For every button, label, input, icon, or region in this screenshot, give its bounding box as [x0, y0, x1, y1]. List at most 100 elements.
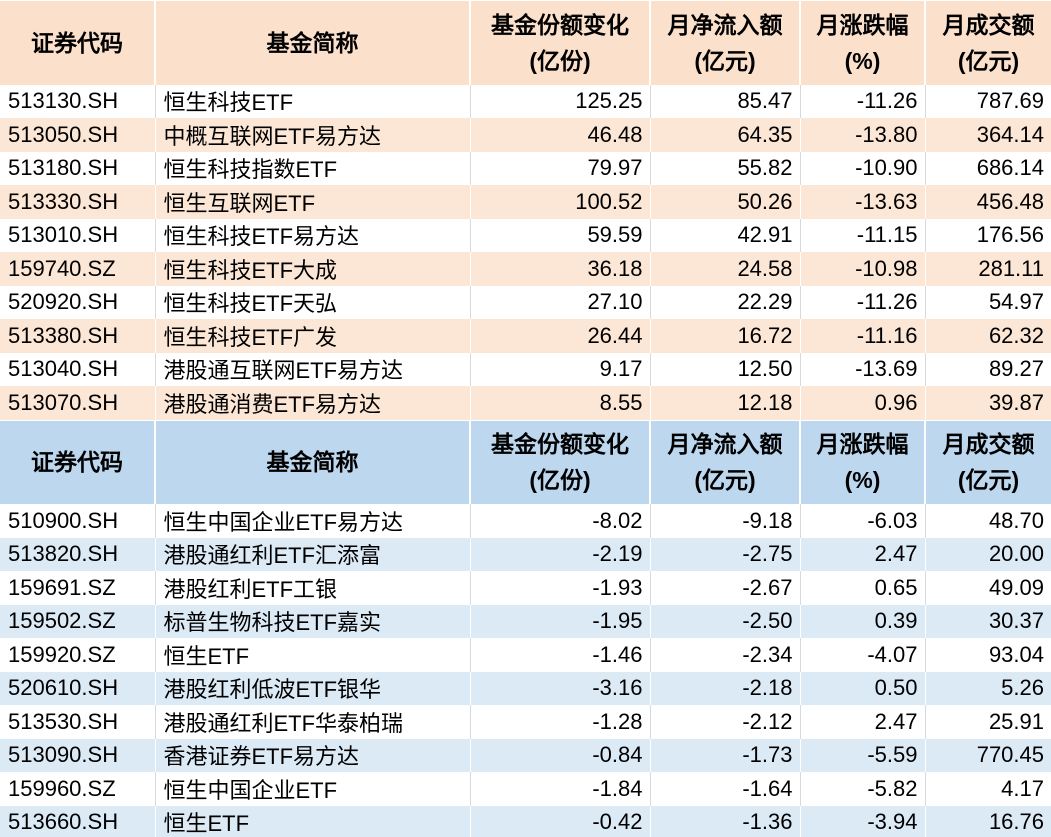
cell-share_change: -1.93 [470, 571, 651, 605]
cell-turnover: 20.00 [925, 537, 1051, 571]
cell-pct_change: 0.96 [800, 386, 925, 420]
cell-turnover: 93.04 [925, 638, 1051, 672]
cell-code: 159740.SZ [0, 252, 155, 286]
cell-share_change: 36.18 [470, 252, 650, 286]
cell-pct_change: 2.47 [800, 705, 926, 739]
column-header-pct_change: 月涨跌幅 (%) [800, 0, 926, 85]
cell-name: 恒生互联网ETF [155, 185, 470, 219]
column-header-turnover: 月成交额 (亿元) [925, 419, 1051, 504]
cell-pct_change: -4.07 [800, 638, 926, 672]
cell-net_inflow: 22.29 [650, 285, 801, 319]
header-row: 证券代码 基金简称 基金份额变化 (亿份) 月净流入额 (亿元) 月涨跌幅 (%) 月成交额 (亿… [0, 419, 1051, 504]
cell-share_change: 125.25 [470, 84, 651, 118]
cell-turnover: 39.87 [925, 386, 1051, 420]
cell-share_change: -1.95 [470, 604, 650, 638]
cell-net_inflow: 24.58 [650, 252, 800, 286]
table-row: 513180.SH 恒生科技指数ETF 79.97 55.82 -10.90 686.14 [0, 151, 1051, 185]
cell-turnover: 787.69 [925, 84, 1051, 118]
cell-code: 513380.SH [0, 319, 155, 353]
table-row: 513050.SH 中概互联网ETF易方达 46.48 64.35 -13.80 364.… [0, 118, 1051, 152]
table-row: 513130.SH 恒生科技ETF 125.25 85.47 -11.26 787.69 [0, 84, 1051, 118]
column-header-label: 月净流入额 [667, 431, 783, 458]
column-header-label: 月涨跌幅 [816, 11, 909, 38]
column-header-unit: (亿元) [694, 467, 756, 494]
cell-net_inflow: 42.91 [650, 218, 801, 252]
table-row: 513380.SH 恒生科技ETF广发 26.44 16.72 -11.16 62.32 [0, 319, 1051, 353]
column-header-code: 证券代码 [0, 0, 156, 85]
column-header-unit: (亿份) [529, 467, 591, 494]
header-row: 证券代码 基金简称 基金份额变化 (亿份) 月净流入额 (亿元) 月涨跌幅 (%) 月成交额 (亿… [0, 0, 1051, 85]
column-header-net_inflow: 月净流入额 (亿元) [650, 419, 801, 504]
cell-share_change: -2.19 [470, 537, 650, 571]
cell-name: 恒生中国企业ETF易方达 [155, 504, 471, 538]
column-header-net_inflow: 月净流入额 (亿元) [650, 0, 801, 85]
cell-share_change: -1.28 [470, 705, 651, 739]
cell-code: 159691.SZ [0, 571, 156, 605]
cell-name: 港股通消费ETF易方达 [155, 386, 470, 420]
cell-name: 港股通红利ETF华泰柏瑞 [155, 705, 471, 739]
cell-turnover: 49.09 [925, 571, 1051, 605]
cell-turnover: 30.37 [925, 604, 1051, 638]
cell-net_inflow: -9.18 [650, 504, 801, 538]
cell-share_change: 26.44 [470, 319, 650, 353]
cell-pct_change: -13.80 [800, 118, 925, 152]
cell-net_inflow: 12.50 [650, 352, 801, 386]
cell-name: 港股通互联网ETF易方达 [155, 352, 471, 386]
table-row: 520610.SH 港股红利低波ETF银华 -3.16 -2.18 0.50 5.26 [0, 671, 1051, 705]
column-header-label: 月成交额 [942, 431, 1035, 458]
cell-code: 513010.SH [0, 218, 156, 252]
cell-share_change: -0.42 [470, 805, 650, 837]
table-row: 513070.SH 港股通消费ETF易方达 8.55 12.18 0.96 39.87 [0, 386, 1051, 420]
column-header-unit: (亿份) [529, 47, 591, 74]
cell-name: 恒生ETF [155, 805, 470, 837]
cell-code: 513050.SH [0, 118, 155, 152]
cell-net_inflow: 50.26 [650, 185, 800, 219]
cell-share_change: -0.84 [470, 738, 650, 772]
cell-net_inflow: -2.12 [650, 705, 801, 739]
column-header-label: 月成交额 [942, 11, 1035, 38]
cell-share_change: -3.16 [470, 671, 650, 705]
column-header-share_change: 基金份额变化 (亿份) [470, 419, 651, 504]
cell-share_change: 79.97 [470, 151, 651, 185]
column-header-label: 证券代码 [31, 29, 123, 56]
cell-code: 513040.SH [0, 352, 156, 386]
column-header-unit: (亿元) [957, 47, 1020, 74]
cell-share_change: -1.46 [470, 638, 651, 672]
fund-inflow-table: 证券代码 基金简称 基金份额变化 (亿份) 月净流入额 (亿元) 月涨跌幅 (%) 月成交额 (亿… [0, 0, 1051, 420]
column-header-label: 月净流入额 [667, 11, 783, 38]
table-row: 513660.SH 恒生ETF -0.42 -1.36 -3.94 16.76 [0, 805, 1051, 837]
cell-code: 159960.SZ [0, 772, 156, 806]
cell-name: 恒生ETF [155, 638, 471, 672]
cell-code: 513820.SH [0, 537, 155, 571]
cell-share_change: 100.52 [470, 185, 650, 219]
cell-name: 香港证券ETF易方达 [155, 738, 470, 772]
cell-net_inflow: -2.67 [650, 571, 801, 605]
cell-pct_change: -3.94 [800, 805, 925, 837]
column-header-pct_change: 月涨跌幅 (%) [800, 419, 926, 504]
cell-pct_change: 0.39 [800, 604, 925, 638]
cell-name: 恒生科技ETF易方达 [155, 218, 471, 252]
cell-name: 标普生物科技ETF嘉实 [155, 604, 470, 638]
cell-code: 513090.SH [0, 738, 155, 772]
table-row: 513090.SH 香港证券ETF易方达 -0.84 -1.73 -5.59 770.45 [0, 738, 1051, 772]
cell-pct_change: -5.82 [800, 772, 926, 806]
table-row: 513820.SH 港股通红利ETF汇添富 -2.19 -2.75 2.47 20.00 [0, 537, 1051, 571]
cell-code: 513530.SH [0, 705, 156, 739]
cell-net_inflow: -2.18 [650, 671, 800, 705]
cell-code: 520920.SH [0, 285, 156, 319]
table-row: 513010.SH 恒生科技ETF易方达 59.59 42.91 -11.15 176.5… [0, 218, 1051, 252]
cell-share_change: -8.02 [470, 504, 651, 538]
table-row: 510900.SH 恒生中国企业ETF易方达 -8.02 -9.18 -6.03 48.7… [0, 504, 1051, 538]
cell-name: 恒生科技ETF大成 [155, 252, 470, 286]
cell-turnover: 176.56 [925, 218, 1051, 252]
cell-pct_change: -11.15 [800, 218, 926, 252]
cell-name: 恒生科技ETF天弘 [155, 285, 471, 319]
cell-turnover: 5.26 [925, 671, 1051, 705]
column-header-unit: (%) [844, 47, 881, 74]
table-row: 159691.SZ 港股红利ETF工银 -1.93 -2.67 0.65 49.09 [0, 571, 1051, 605]
cell-net_inflow: 12.18 [650, 386, 800, 420]
column-header-label: 基金简称 [266, 29, 359, 56]
cell-code: 159920.SZ [0, 638, 156, 672]
column-header-name: 基金简称 [155, 419, 471, 504]
